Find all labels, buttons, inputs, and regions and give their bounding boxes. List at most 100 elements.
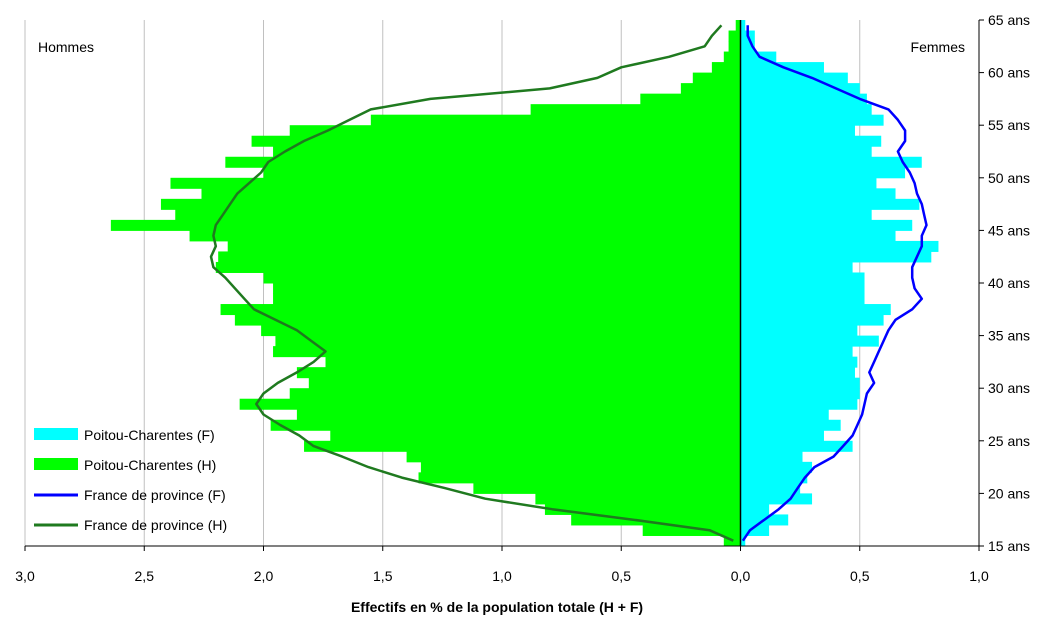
bar-f-30: [740, 388, 860, 400]
bar-h-39: [273, 293, 741, 305]
bar-h-46: [110, 219, 741, 231]
x-tick-label-8: 1,0: [969, 568, 989, 584]
bar-f-63: [740, 41, 755, 53]
bar-h-36: [261, 325, 741, 337]
bar-f-60: [740, 72, 848, 84]
bar-f-38: [740, 304, 891, 316]
x-tick-labels: 3,0 2,5 2,0 1,5 1,0 0,5 0,0 0,5 1,0: [15, 546, 989, 584]
bar-h-53: [273, 146, 741, 158]
bar-h-50: [170, 177, 741, 189]
x-tick-label-2: 2,0: [254, 568, 274, 584]
bar-f-25: [740, 440, 853, 452]
bar-h-48: [160, 198, 741, 210]
bar-f-29: [740, 398, 858, 410]
bar-h-55: [289, 125, 741, 137]
bar-f-17: [740, 524, 770, 536]
bar-h-27: [270, 419, 741, 431]
bar-h-28: [296, 409, 741, 421]
legend-swatch-poitou-h: [34, 458, 78, 470]
bar-h-31: [308, 377, 741, 389]
bar-h-58: [640, 93, 741, 105]
bar-h-64: [728, 30, 741, 42]
y-tick-label-9: 60 ans: [988, 65, 1030, 81]
legend-label-france-f: France de province (F): [84, 487, 226, 503]
x-axis-title: Effectifs en % de la population totale (…: [351, 599, 643, 615]
bar-h-43: [218, 251, 741, 263]
bar-f-59: [740, 83, 860, 95]
bar-h-65: [735, 20, 741, 32]
bar-h-21: [473, 482, 741, 494]
bar-f-21: [740, 482, 801, 494]
x-tick-label-7: 0,5: [850, 568, 870, 584]
bar-h-18: [571, 514, 741, 526]
bar-h-47: [175, 209, 741, 221]
bar-f-44: [740, 240, 939, 252]
x-tick-label-3: 1,5: [373, 568, 393, 584]
bar-f-42: [740, 261, 853, 273]
y-tick-label-6: 45 ans: [988, 222, 1030, 238]
bar-f-24: [740, 451, 803, 463]
bar-f-40: [740, 283, 865, 295]
line-france-f: [741, 25, 928, 542]
bar-h-49: [201, 188, 741, 200]
x-tick-label-4: 1,0: [492, 568, 512, 584]
bar-h-41: [263, 272, 741, 284]
bar-h-54: [251, 135, 741, 147]
label-femmes: Femmes: [911, 39, 965, 55]
bar-h-63: [728, 41, 741, 53]
bar-f-34: [740, 346, 853, 358]
bar-h-38: [220, 304, 741, 316]
x-tick-label-0: 3,0: [15, 568, 35, 584]
bar-h-56: [370, 114, 741, 126]
legend-label-france-h: France de province (H): [84, 517, 227, 533]
y-tick-label-1: 20 ans: [988, 485, 1030, 501]
x-tick-label-6: 0,0: [731, 568, 751, 584]
bar-f-48: [740, 198, 920, 210]
bar-h-33: [325, 356, 741, 368]
bar-h-42: [215, 261, 741, 273]
y-tick-label-10: 65 ans: [988, 12, 1030, 28]
bar-h-57: [530, 104, 741, 116]
legend: Poitou-Charentes (F) Poitou-Charentes (H…: [34, 427, 227, 533]
bar-h-51: [263, 167, 741, 179]
bar-h-44: [227, 240, 741, 252]
y-tick-label-4: 35 ans: [988, 328, 1030, 344]
bar-h-29: [239, 398, 741, 410]
bar-f-45: [740, 230, 896, 242]
bar-f-27: [740, 419, 841, 431]
line-france-h: [209, 24, 734, 542]
y-tick-label-3: 30 ans: [988, 380, 1030, 396]
y-tick-labels: 15 ans 20 ans 25 ans 30 ans 35 ans 40 ans 45 a…: [979, 12, 1030, 554]
bar-h-37: [234, 314, 741, 326]
bar-h-34: [273, 346, 741, 358]
bar-h-26: [330, 430, 741, 442]
bars-poitou-charentes-f: [740, 20, 939, 547]
bar-f-54: [740, 135, 882, 147]
bar-f-35: [740, 335, 879, 347]
legend-swatch-poitou-f: [34, 428, 78, 440]
bar-h-23: [420, 461, 741, 473]
bar-h-30: [289, 388, 741, 400]
bar-f-37: [740, 314, 884, 326]
bar-f-22: [740, 472, 808, 484]
y-tick-label-5: 40 ans: [988, 275, 1030, 291]
bar-f-58: [740, 93, 867, 105]
x-tick-label-1: 2,5: [135, 568, 155, 584]
bar-f-55: [740, 125, 855, 137]
bar-f-56: [740, 114, 884, 126]
bar-f-41: [740, 272, 865, 284]
bar-f-31: [740, 377, 860, 389]
bar-f-19: [740, 503, 770, 515]
bar-f-28: [740, 409, 829, 421]
bar-h-32: [296, 367, 741, 379]
bar-f-43: [740, 251, 932, 263]
bars-poitou-charentes-h: [110, 20, 741, 547]
bar-f-46: [740, 219, 913, 231]
bar-h-59: [680, 83, 741, 95]
bar-f-26: [740, 430, 824, 442]
bar-f-65: [740, 20, 746, 32]
bar-f-16: [740, 535, 746, 547]
bar-h-45: [189, 230, 741, 242]
bar-h-17: [642, 524, 741, 536]
